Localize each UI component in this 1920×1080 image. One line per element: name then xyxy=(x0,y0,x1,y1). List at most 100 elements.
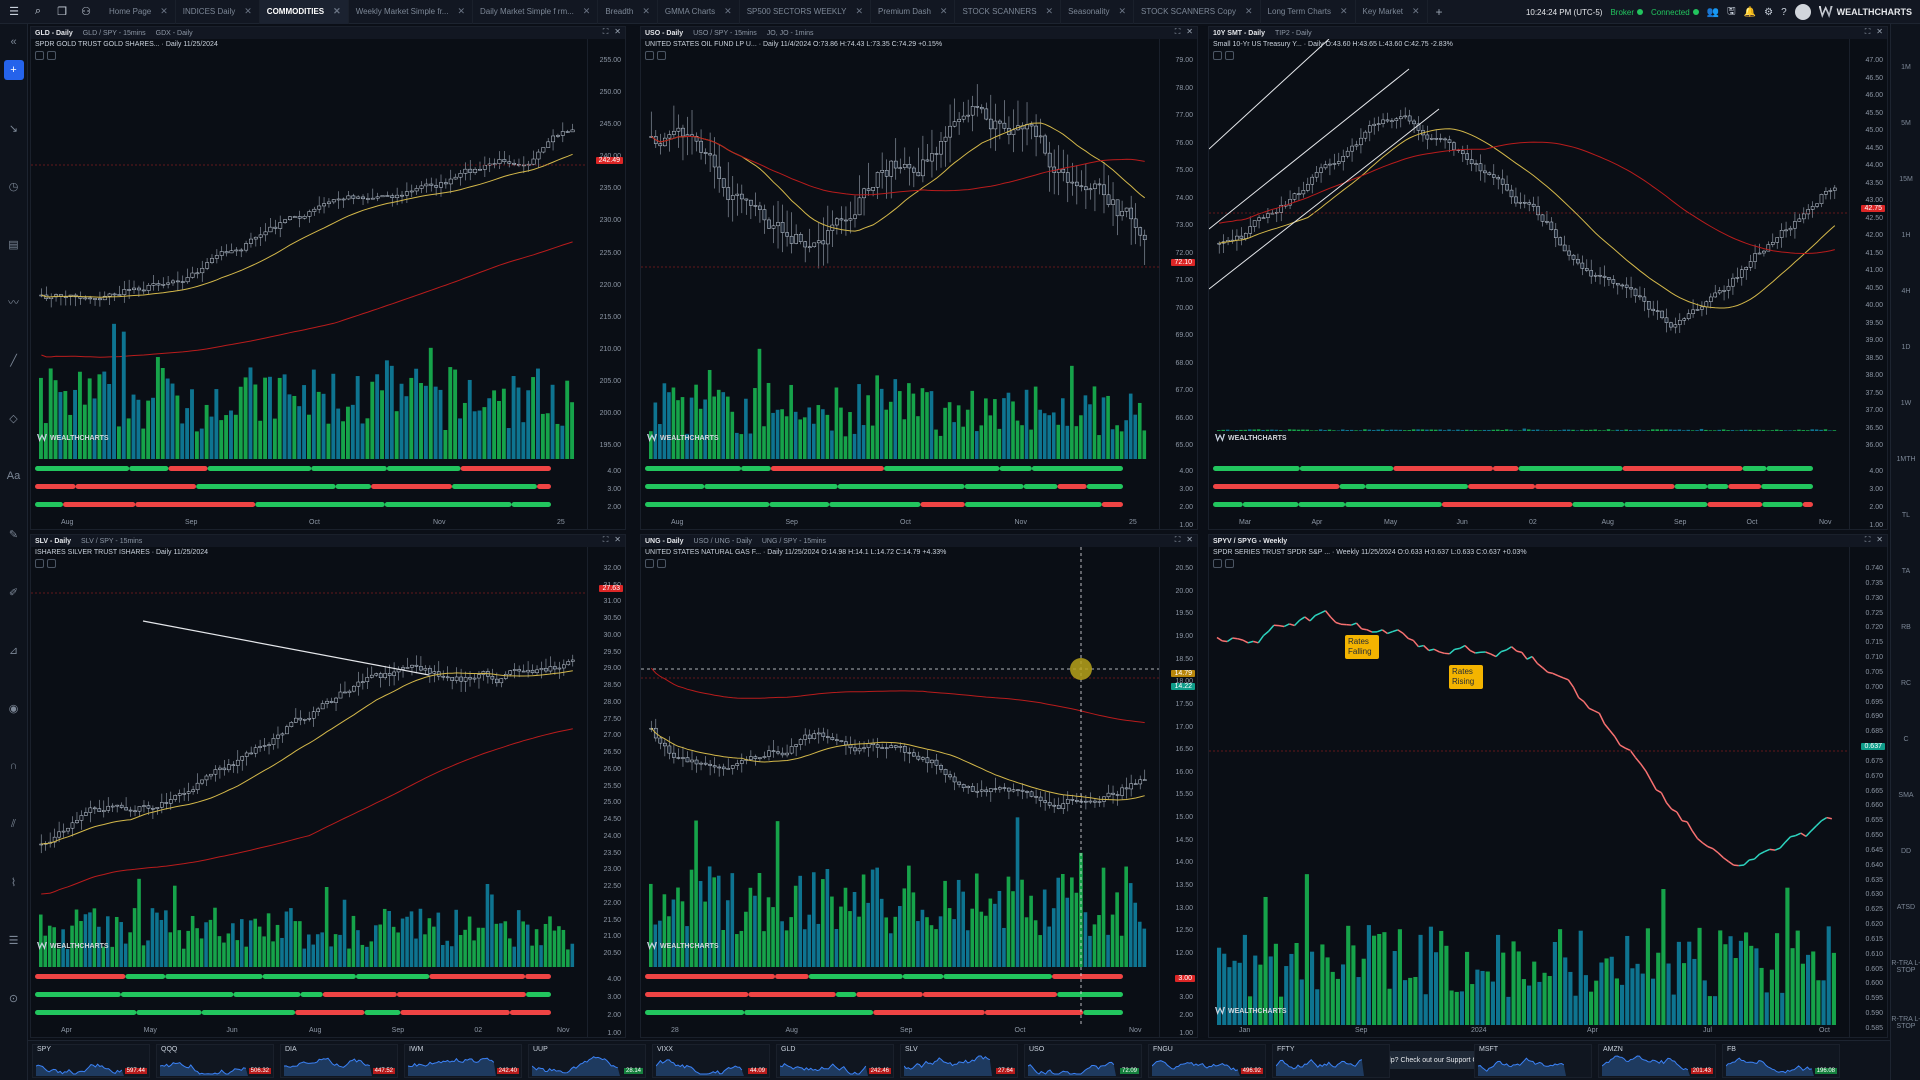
chart-type-icon[interactable]: ⫽ xyxy=(11,817,16,830)
watchlist-tile-spy[interactable]: SPY 597.44 xyxy=(32,1044,150,1078)
panel-tab[interactable]: GDX - Daily xyxy=(155,29,193,37)
maximize-icon[interactable]: ⛶ xyxy=(1174,27,1181,36)
people-icon[interactable]: 👥 xyxy=(1706,6,1720,18)
tab-commodities[interactable]: COMMODITIES ✕ xyxy=(259,0,349,24)
pencil-icon[interactable]: ✐ xyxy=(8,586,19,599)
tab-close-icon[interactable]: ✕ xyxy=(1045,6,1054,16)
panel-tab[interactable]: USO / SPY - 15mins xyxy=(693,29,757,37)
lock-icon[interactable]: ⊙ xyxy=(8,992,19,1005)
crosshair-cursor-icon[interactable] xyxy=(1070,658,1092,680)
panel-tab[interactable]: UNG - Daily xyxy=(645,537,684,545)
watchlist-tile-amzn[interactable]: AMZN 201.43 xyxy=(1598,1044,1716,1078)
settings-toggle-icon[interactable] xyxy=(47,51,56,60)
help-icon[interactable]: ? xyxy=(1781,6,1787,18)
tab-close-icon[interactable]: ✕ xyxy=(582,6,591,16)
panel-tab[interactable]: 10Y SMT - Daily xyxy=(1213,29,1266,37)
tab-breadth[interactable]: Breadth ✕ xyxy=(598,0,658,24)
clock-icon[interactable]: ◷ xyxy=(8,180,19,193)
maximize-icon[interactable]: ⛶ xyxy=(1864,27,1871,36)
tab-premium-dash[interactable]: Premium Dash ✕ xyxy=(871,0,956,24)
panel-tab[interactable]: SLV / SPY - 15mins xyxy=(81,537,143,545)
watchlist-tile-msft[interactable]: MSFT xyxy=(1474,1044,1592,1078)
trend-line[interactable] xyxy=(142,620,430,676)
settings-toggle-icon[interactable] xyxy=(657,51,666,60)
watchlist-tile-uup[interactable]: UUP 28.14 xyxy=(528,1044,646,1078)
calendar-icon[interactable]: ▤ xyxy=(8,238,19,251)
close-panel-icon[interactable]: ✕ xyxy=(1186,27,1193,36)
tab-weekly-market-simple-fr-[interactable]: Weekly Market Simple fr... ✕ xyxy=(349,0,473,24)
annotation-rates-falling[interactable]: Rates Falling xyxy=(1345,635,1379,659)
watchlist-tile-vixx[interactable]: VIXX 44.09 xyxy=(652,1044,770,1078)
watchlist-tile-iwm[interactable]: IWM 242.40 xyxy=(404,1044,522,1078)
settings-toggle-icon[interactable] xyxy=(1225,51,1234,60)
tab-home-page[interactable]: Home Page ✕ xyxy=(102,0,176,24)
timeframe-ta[interactable]: TA xyxy=(1901,568,1911,575)
measure-icon[interactable]: ⊿ xyxy=(8,644,19,657)
add-chart-button[interactable]: + xyxy=(3,60,24,80)
panel-tab[interactable]: GLD / SPY - 15mins xyxy=(82,29,146,37)
timeframe-tl[interactable]: TL xyxy=(1901,512,1911,519)
tab-close-icon[interactable]: ✕ xyxy=(1118,6,1126,16)
timeframe-1w[interactable]: 1W xyxy=(1900,400,1912,407)
chart-panel-ung[interactable]: UNG - Daily USO / UNG - Daily UNG / SPY - … xyxy=(640,534,1198,1038)
timeframe-15m[interactable]: 15M xyxy=(1899,176,1913,183)
watchlist-tile-fngu[interactable]: FNGU 496.92 xyxy=(1148,1044,1266,1078)
save-icon[interactable]: 🖫 xyxy=(1727,5,1736,17)
panel-tab[interactable]: SPYV / SPYG - Weekly xyxy=(1213,537,1288,545)
tab-close-icon[interactable]: ✕ xyxy=(1245,6,1253,16)
tab-daily-market-simple-f-rm-[interactable]: Daily Market Simple f rm... ✕ xyxy=(473,0,599,24)
trend-icon[interactable]: 〰 xyxy=(8,297,19,309)
tab-close-icon[interactable]: ✕ xyxy=(1412,6,1420,16)
eye-toggle-icon[interactable] xyxy=(645,559,654,568)
notifications-icon[interactable]: 🔔 xyxy=(1743,6,1757,18)
tab-key-market[interactable]: Key Market ✕ xyxy=(1356,0,1428,24)
panel-tab[interactable]: JO, JO - 1mins xyxy=(766,29,814,37)
tab-sp500-sectors-weekly[interactable]: SP500 SECTORS WEEKLY ✕ xyxy=(740,0,871,24)
magnet-icon[interactable]: ∩ xyxy=(9,760,18,772)
settings-toggle-icon[interactable] xyxy=(47,559,56,568)
eye-toggle-icon[interactable] xyxy=(35,559,44,568)
timeframe-1d[interactable]: 1D xyxy=(1901,344,1911,351)
annotation-rates-rising[interactable]: Rates Rising xyxy=(1449,665,1483,689)
chart-panel-uso[interactable]: USO - Daily USO / SPY - 15mins JO, JO - 1m… xyxy=(640,26,1198,530)
tab-long-term-charts[interactable]: Long Term Charts ✕ xyxy=(1261,0,1356,24)
eye-toggle-icon[interactable] xyxy=(35,51,44,60)
close-panel-icon[interactable]: ✕ xyxy=(614,535,621,544)
eye-icon[interactable]: ◉ xyxy=(8,702,19,715)
close-panel-icon[interactable]: ✕ xyxy=(614,27,621,36)
panel-tab[interactable]: TIP2 - Daily xyxy=(1275,29,1312,37)
timeframe-1mth[interactable]: 1MTH xyxy=(1896,456,1916,463)
settings-toggle-icon[interactable] xyxy=(1225,559,1234,568)
timeframe-1h[interactable]: 1H xyxy=(1901,232,1911,239)
chart-panel-10y-yield[interactable]: 10Y SMT - Daily TIP2 - Daily ⛶ ✕ Small 10-Yr… xyxy=(1208,26,1888,530)
tab-indices-daily[interactable]: INDICES Daily ✕ xyxy=(176,0,260,24)
tab-close-icon[interactable]: ✕ xyxy=(724,6,732,16)
shapes-icon[interactable]: ◇ xyxy=(9,412,18,425)
price-chart[interactable] xyxy=(1209,547,1849,1025)
panel-tab[interactable]: UNG / SPY - 15mins xyxy=(761,537,826,545)
channel-line[interactable] xyxy=(1209,39,1330,150)
close-panel-icon[interactable]: ✕ xyxy=(1876,535,1883,544)
layers-icon[interactable]: ☰ xyxy=(8,934,19,947)
alerts-icon[interactable]: ⚇ xyxy=(81,6,91,18)
watchlist-tile-ffty[interactable]: FFTY xyxy=(1272,1044,1390,1078)
line-tool-icon[interactable]: ╱ xyxy=(10,354,17,367)
pattern-icon[interactable]: ⌇ xyxy=(10,876,17,889)
eye-toggle-icon[interactable] xyxy=(645,51,654,60)
timeframe-r-tra-l-stop[interactable]: R-TRA L-STOP xyxy=(1891,1016,1920,1030)
tab-stock-scanners[interactable]: STOCK SCANNERS ✕ xyxy=(955,0,1062,24)
tab-seasonality[interactable]: Seasonality ✕ xyxy=(1061,0,1134,24)
maximize-icon[interactable]: ⛶ xyxy=(1864,535,1871,544)
eye-toggle-icon[interactable] xyxy=(1213,51,1222,60)
text-tool-icon[interactable]: Aa xyxy=(6,470,21,482)
price-chart[interactable] xyxy=(641,547,1159,1025)
channel-line[interactable] xyxy=(1209,108,1440,290)
settings-icon[interactable]: ⚙ xyxy=(1764,6,1774,18)
timeframe-4h[interactable]: 4H xyxy=(1901,288,1911,295)
channel-line[interactable] xyxy=(1209,68,1410,230)
chart-panel-spyv-spyg[interactable]: SPYV / SPYG - Weekly ⛶ ✕ SPDR SERIES TRUST … xyxy=(1208,534,1888,1038)
maximize-icon[interactable]: ⛶ xyxy=(1174,535,1181,544)
watchlist-tile-gld[interactable]: GLD 242.46 xyxy=(776,1044,894,1078)
watchlist-tile-uso[interactable]: USO 72.09 xyxy=(1024,1044,1142,1078)
settings-toggle-icon[interactable] xyxy=(657,559,666,568)
